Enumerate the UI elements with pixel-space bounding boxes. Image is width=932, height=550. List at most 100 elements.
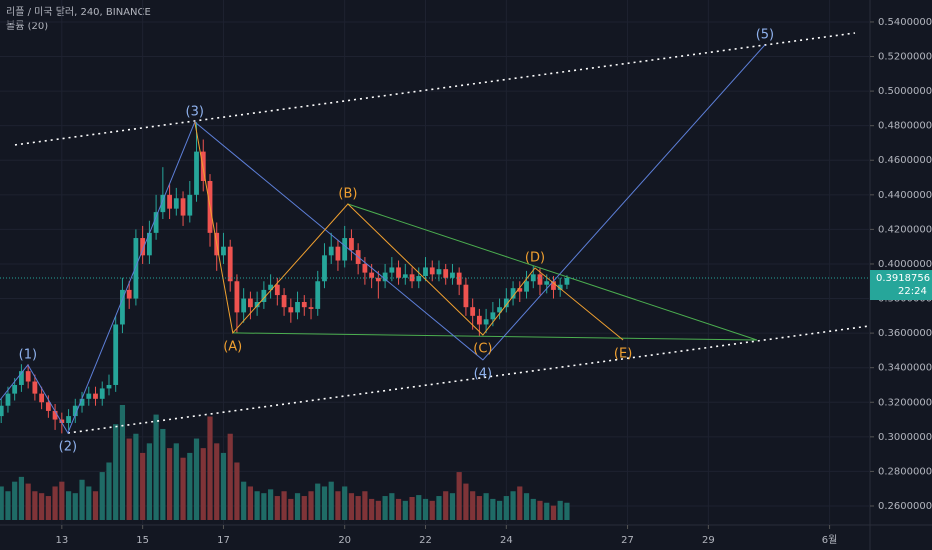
candle-body xyxy=(254,302,260,308)
candle-body xyxy=(187,194,193,216)
volume-bar xyxy=(436,496,442,520)
volume-bar xyxy=(113,424,119,520)
candle-body xyxy=(221,246,226,256)
volume-bar xyxy=(72,493,78,520)
candle-body xyxy=(423,267,428,277)
candle-body xyxy=(12,384,18,394)
candle-body xyxy=(126,289,132,299)
candle-body xyxy=(167,194,172,209)
volume-bar xyxy=(544,502,550,520)
y-tick-label: 0.3000000 xyxy=(878,432,932,443)
volume-bar xyxy=(422,498,429,520)
candle-body xyxy=(120,289,125,325)
candle-body xyxy=(173,198,179,209)
candle-body xyxy=(476,315,482,325)
candle-body xyxy=(274,284,280,296)
wave-label: (3) xyxy=(186,105,204,120)
volume-bar xyxy=(274,496,280,520)
x-tick-label: 15 xyxy=(136,535,149,546)
candle-body xyxy=(551,281,556,290)
candle-body xyxy=(301,302,307,308)
candle-body xyxy=(99,388,105,399)
candle-body xyxy=(86,393,92,399)
last-price-box xyxy=(870,270,932,301)
y-tick-label: 0.5000000 xyxy=(878,86,932,97)
volume-bar xyxy=(214,443,220,520)
candle-body xyxy=(389,267,395,273)
candle-body xyxy=(375,277,381,282)
volume-bar xyxy=(449,493,456,520)
candle-body xyxy=(106,384,112,389)
candle-body xyxy=(288,307,294,313)
volume-bar xyxy=(79,479,85,520)
candle-body xyxy=(72,405,78,417)
candle-body xyxy=(463,284,469,308)
candle-body xyxy=(66,416,71,424)
trend-line xyxy=(194,121,624,341)
volume-bar xyxy=(193,438,200,520)
x-tick-label: 24 xyxy=(500,535,513,546)
volume-bar xyxy=(247,486,254,520)
candle-body xyxy=(349,238,354,251)
candle-body xyxy=(544,281,550,285)
volume-bar xyxy=(241,481,247,520)
volume-bar xyxy=(12,481,18,520)
candle-body xyxy=(140,238,146,256)
x-tick-label: 6월 xyxy=(822,534,838,546)
candle-body xyxy=(497,307,502,313)
volume-bar xyxy=(200,448,206,520)
candle-body xyxy=(32,381,38,394)
volume-bar xyxy=(335,491,341,520)
candle-body xyxy=(416,276,422,282)
y-tick-label: 0.3200000 xyxy=(878,397,932,408)
volume-bar xyxy=(153,414,159,520)
candle-body xyxy=(146,232,152,256)
candle-body xyxy=(248,298,253,308)
candle-body xyxy=(564,277,570,285)
x-tick-label: 27 xyxy=(621,535,634,546)
candle-body xyxy=(227,246,233,282)
chart-title: 리플 / 미국 달러, 240, BINANCE xyxy=(6,6,151,18)
volume-bar xyxy=(416,495,422,520)
candle-body xyxy=(369,272,375,278)
x-tick-label: 17 xyxy=(217,535,230,546)
volume-bar xyxy=(375,500,381,520)
volume-bar xyxy=(557,500,563,520)
volume-bar xyxy=(490,498,496,520)
candle-body xyxy=(456,272,462,285)
x-tick-label: 22 xyxy=(419,535,432,546)
candle-body xyxy=(25,371,31,382)
candle-body xyxy=(362,263,368,273)
y-tick-label: 0.4600000 xyxy=(878,155,932,166)
volume-bar xyxy=(25,483,31,520)
wave-label: (1) xyxy=(19,347,37,362)
wave-label: (4) xyxy=(474,366,492,381)
volume-bar xyxy=(470,491,476,520)
x-tick-label: 13 xyxy=(55,535,68,546)
volume-bar xyxy=(133,433,139,520)
volume-bar xyxy=(65,491,72,520)
volume-bar xyxy=(173,443,179,520)
candle-body xyxy=(153,212,159,233)
volume-bar xyxy=(288,498,294,520)
volume-bar xyxy=(126,438,132,520)
volume-bar xyxy=(187,452,193,520)
candle-body xyxy=(52,410,58,420)
candle-body xyxy=(402,274,408,278)
volume-bar xyxy=(140,452,146,520)
candle-body xyxy=(382,272,388,282)
candle-body xyxy=(59,419,65,424)
candle-body xyxy=(450,272,455,278)
volume-bar xyxy=(517,486,523,520)
candle-body xyxy=(503,298,509,308)
candle-body xyxy=(483,319,489,325)
volume-bar xyxy=(389,493,395,520)
candle-body xyxy=(530,274,536,282)
candle-body xyxy=(194,151,199,195)
candle-body xyxy=(490,312,496,320)
candle-body xyxy=(443,269,449,278)
volume-bar xyxy=(483,493,489,520)
volume-bar xyxy=(429,500,435,520)
candle-body xyxy=(328,246,334,256)
y-tick-label: 0.4000000 xyxy=(878,259,932,270)
